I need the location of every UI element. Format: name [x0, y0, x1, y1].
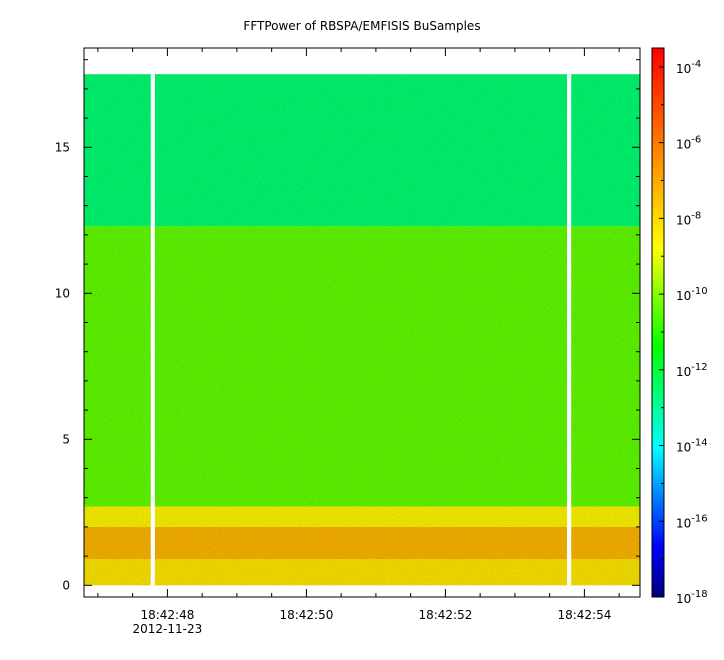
x-date-label: 2012-11-23	[133, 622, 203, 636]
colorbar-tick-label: 10-10	[676, 286, 708, 303]
x-tick-label: 18:42:48	[140, 608, 194, 622]
colorbar-gradient	[651, 47, 665, 598]
data-gap	[150, 74, 155, 586]
colorbar-tick-label: 10-14	[676, 438, 708, 455]
y-tick-label: 5	[62, 432, 70, 446]
chart-title: FFTPower of RBSPA/EMFISIS BuSamples	[243, 19, 480, 33]
data-gap	[567, 74, 572, 586]
y-tick-label: 15	[55, 140, 70, 154]
colorbar-tick-label: 10-8	[676, 210, 701, 227]
colorbar-tick-label: 10-4	[676, 59, 701, 76]
spectrogram-noise	[84, 74, 640, 586]
colorbar-tick-label: 10-6	[676, 135, 701, 152]
colorbar-tick-label: 10-18	[676, 589, 708, 606]
plot-area	[84, 74, 640, 586]
colorbar-tick-label: 10-12	[676, 362, 708, 379]
colorbar: 10-4 10-6 10-8 10-10 10-12 10-14 10-16 10-18	[651, 47, 708, 606]
y-tick-label: 10	[55, 286, 70, 300]
x-tick-label: 18:42:50	[279, 608, 333, 622]
x-tick-label: 18:42:54	[557, 608, 611, 622]
x-tick-label: 18:42:52	[418, 608, 472, 622]
colorbar-tick-label: 10-16	[676, 513, 708, 530]
y-tick-label: 0	[62, 578, 70, 592]
